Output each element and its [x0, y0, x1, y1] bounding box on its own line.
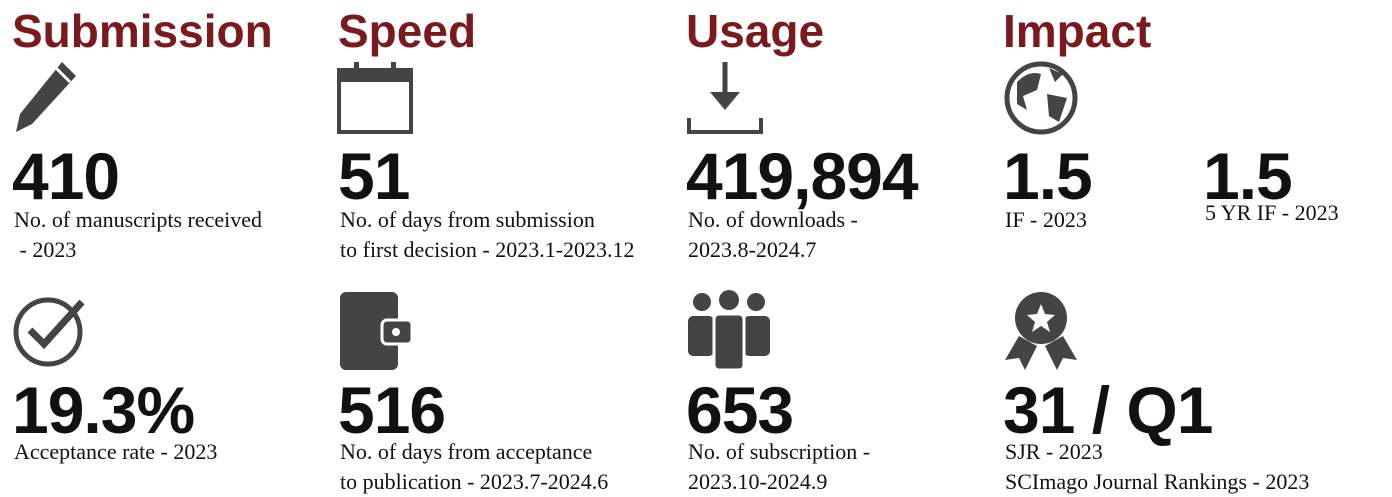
- stat-label: 2023.10-2024.9: [688, 469, 828, 494]
- stat-value: 31 / Q1: [1003, 373, 1213, 447]
- stat-label: No. of manuscripts received: [14, 207, 263, 232]
- stat-value: 19.3%: [12, 373, 195, 447]
- stat-label: IF - 2023: [1005, 207, 1087, 232]
- stat-label: to first decision - 2023.1-2023.12: [340, 237, 635, 262]
- stat-value: 419,894: [686, 139, 919, 213]
- stat-label: - 2023: [14, 237, 77, 262]
- stat-label: SJR - 2023: [1005, 439, 1103, 464]
- people-icon: [688, 290, 770, 370]
- stat-label: 2023.8-2024.7: [688, 237, 817, 262]
- check-icon: [13, 297, 85, 367]
- stat-value: 1.5: [1003, 139, 1093, 213]
- stat-value: 653: [686, 373, 794, 447]
- stat-value: 51: [338, 139, 410, 213]
- stat-label: No. of downloads -: [688, 207, 858, 232]
- section-heading: Impact: [1003, 5, 1152, 57]
- calendar-icon: [337, 62, 413, 134]
- wallet-icon: [340, 292, 414, 370]
- stat-label: No. of subscription -: [688, 439, 871, 464]
- section-heading: Usage: [686, 5, 825, 57]
- award-icon: [1005, 292, 1077, 370]
- stat-value: 516: [338, 373, 446, 447]
- stat-label: SCImago Journal Rankings - 2023: [1005, 469, 1310, 494]
- section-heading: Submission: [12, 5, 273, 57]
- stat-value: 1.5: [1203, 139, 1293, 213]
- pencil-icon: [16, 62, 76, 132]
- globe-icon: [1004, 61, 1078, 135]
- stat-label: No. of days from submission: [340, 207, 595, 232]
- stat-value: 410: [12, 139, 120, 213]
- section-heading: Speed: [338, 5, 477, 57]
- stat-label: No. of days from acceptance: [340, 439, 593, 464]
- download-icon: [687, 62, 763, 134]
- stat-label: Acceptance rate - 2023: [14, 439, 218, 464]
- stat-label: 5 YR IF - 2023: [1205, 200, 1339, 225]
- stat-label: to publication - 2023.7-2024.6: [340, 469, 609, 494]
